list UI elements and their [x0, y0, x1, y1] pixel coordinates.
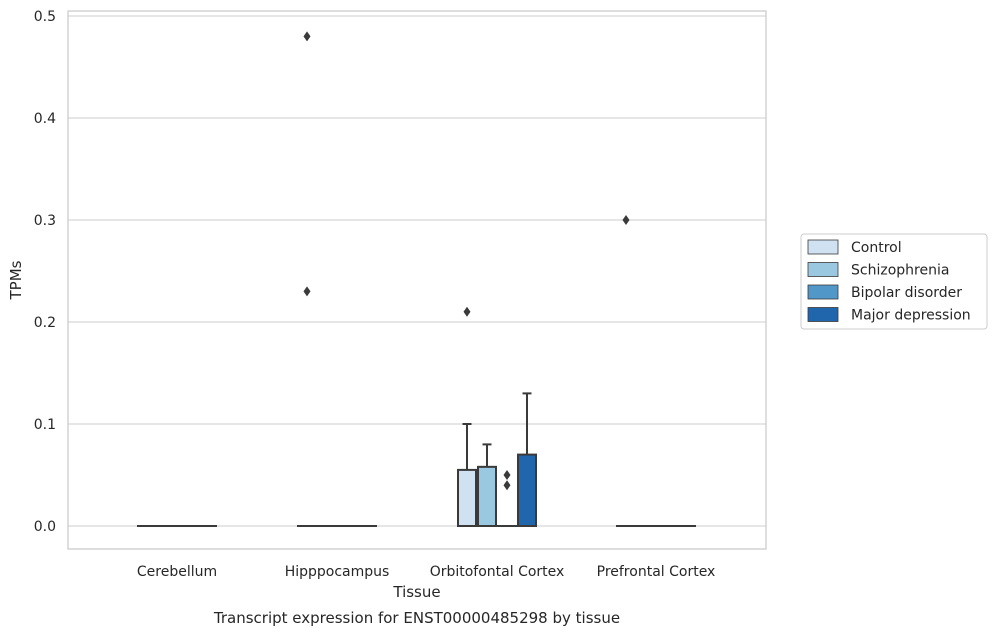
box-major-depression	[517, 392, 537, 528]
box-body	[457, 468, 477, 527]
y-tick-label: 0.3	[34, 213, 56, 229]
y-tick-labels: 0.0 0.1 0.2 0.3 0.4 0.5	[34, 9, 56, 535]
x-tick-label: Prefrontal Cortex	[597, 564, 716, 580]
legend-swatch	[807, 307, 839, 322]
x-axis-title: Tissue	[392, 583, 440, 601]
y-tick-label: 0.2	[34, 315, 56, 331]
y-tick-label: 0.0	[34, 519, 56, 535]
legend-item: Bipolar disorder	[807, 284, 962, 301]
box-schizophrenia	[477, 443, 497, 527]
legend-swatch	[807, 262, 839, 277]
boxes	[137, 31, 696, 528]
outlier-point	[303, 286, 311, 297]
box-control	[616, 215, 636, 528]
outlier-point	[503, 480, 511, 491]
legend-item: Major depression	[807, 307, 971, 324]
outlier-point	[303, 31, 311, 42]
legend-label: Bipolar disorder	[851, 285, 962, 301]
x-tick-label: Orbitofontal Cortex	[430, 564, 565, 580]
box-bipolar-disorder	[497, 470, 517, 528]
box-body	[517, 453, 537, 528]
legend-swatch	[807, 239, 839, 255]
x-tick-label: Hipppocampus	[285, 564, 390, 580]
legend-label: Schizophrenia	[851, 263, 949, 279]
legend-frame	[800, 233, 988, 330]
outlier-point	[622, 215, 630, 225]
legend-items: Control Schizophrenia Bipolar disorder Majo…	[807, 239, 971, 324]
y-tick-label: 0.4	[34, 111, 56, 127]
x-tick-label: Cerebellum	[137, 564, 217, 580]
gridlines	[68, 15, 766, 527]
legend-item: Control	[807, 239, 902, 256]
outlier-point	[503, 470, 511, 480]
y-tick-label: 0.1	[34, 417, 56, 433]
box-control	[457, 306, 477, 527]
chart-caption: Transcript expression for ENST0000048529…	[213, 609, 620, 627]
legend: Control Schizophrenia Bipolar disorder Majo…	[800, 233, 988, 330]
box-body	[477, 465, 497, 527]
legend-label: Major depression	[851, 308, 971, 324]
box-control	[297, 31, 317, 528]
legend-swatch	[807, 284, 839, 300]
outlier-point	[463, 306, 471, 317]
x-tick-labels: Cerebellum Hipppocampus Orbitofontal Corte…	[137, 564, 715, 580]
y-tick-label: 0.5	[34, 9, 56, 25]
plot-frame	[67, 10, 767, 550]
y-axis-title: TPMs	[7, 260, 25, 300]
legend-item: Schizophrenia	[807, 262, 949, 279]
legend-label: Control	[851, 240, 902, 256]
